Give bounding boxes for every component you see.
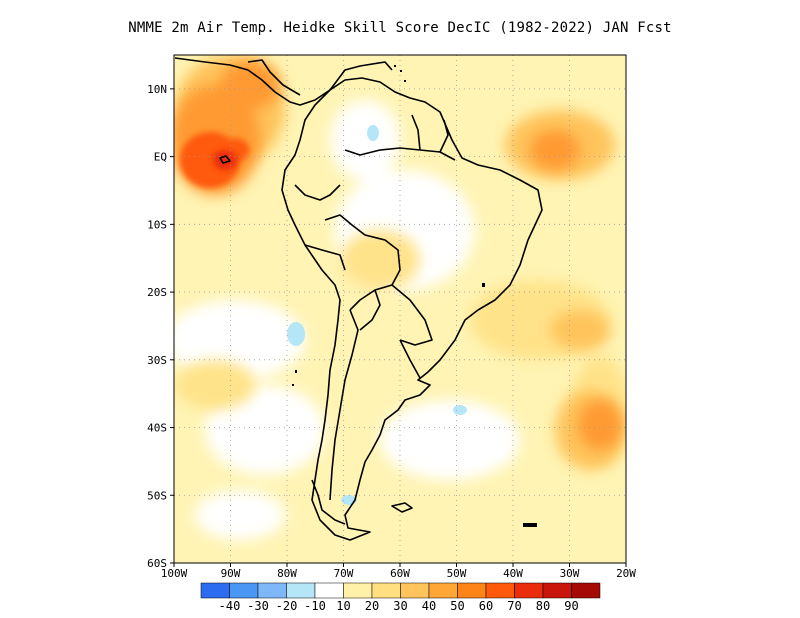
lon-label: 90W (221, 567, 241, 580)
lat-label: 40S (147, 422, 167, 435)
colorbar-swatch (514, 582, 544, 599)
lon-label: 70W (334, 567, 354, 580)
colorbar-swatch (343, 582, 373, 599)
lon-label: 20W (616, 567, 636, 580)
colorbar-swatch (571, 582, 601, 599)
coastlines (174, 57, 543, 541)
colorbar-swatch (428, 582, 458, 599)
islands (292, 65, 537, 527)
lat-label: 60S (147, 557, 167, 570)
longitude-labels: 100W 90W 80W 70W 60W 50W 40W 30W 20W (161, 563, 636, 580)
colorbar-swatch (229, 582, 259, 599)
colorbar-swatch (457, 582, 487, 599)
lon-label: 30W (560, 567, 580, 580)
colorbar-swatch (200, 582, 230, 599)
chart-title: NMME 2m Air Temp. Heidke Skill Score Dec… (128, 20, 672, 36)
lat-label: 10S (147, 218, 167, 231)
lon-label: 40W (503, 567, 523, 580)
colorbar-swatch (314, 582, 344, 599)
colorbar-label: -40 (219, 599, 241, 613)
latitude-labels: 10N EQ 10S 20S 30S 40S 50S 60S (147, 83, 174, 570)
colorbar-label: -30 (247, 599, 269, 613)
lat-label: 50S (147, 489, 167, 502)
colorbar-label: 20 (365, 599, 379, 613)
lat-label: EQ (154, 151, 167, 164)
colorbar-swatch (371, 582, 401, 599)
colorbar-label: 60 (479, 599, 493, 613)
colorbar-label: 10 (336, 599, 350, 613)
colorbar-label: -20 (276, 599, 298, 613)
colorbar-swatch (542, 582, 572, 599)
lat-label: 20S (147, 286, 167, 299)
colorbar-label: 50 (450, 599, 464, 613)
colorbar-label: -10 (304, 599, 326, 613)
colorbar-label: 90 (564, 599, 578, 613)
lon-label: 100W (161, 567, 188, 580)
colorbar-swatch (400, 582, 430, 599)
colorbar-swatch (257, 582, 287, 599)
lat-label: 30S (147, 354, 167, 367)
lon-label: 60W (390, 567, 410, 580)
lon-label: 80W (277, 567, 297, 580)
colorbar: -40 -30 -20 -10 10 20 30 40 50 60 70 80 90 (200, 582, 601, 613)
lon-label: 50W (447, 567, 467, 580)
colorbar-label: 70 (507, 599, 521, 613)
colorbar-swatch (485, 582, 515, 599)
lat-label: 10N (147, 83, 167, 96)
colorbar-label: 30 (393, 599, 407, 613)
shaded-field (174, 55, 626, 563)
colorbar-label: 80 (536, 599, 550, 613)
colorbar-label: 40 (422, 599, 436, 613)
colorbar-swatch (286, 582, 316, 599)
